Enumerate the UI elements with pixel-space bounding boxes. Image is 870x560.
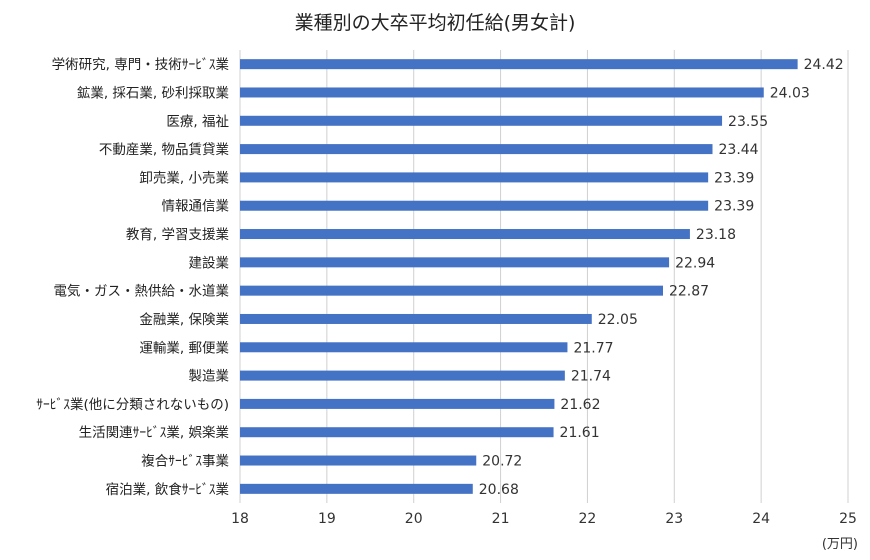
category-label: 教育, 学習支援業: [126, 227, 230, 243]
value-label: 23.18: [696, 227, 736, 243]
category-label: 鉱業, 採石業, 砂利採取業: [77, 85, 230, 101]
x-tick-label: 19: [318, 511, 336, 527]
x-tick-label: 21: [492, 511, 510, 527]
value-label: 22.87: [669, 284, 709, 300]
unit-label: (万円): [822, 537, 858, 552]
value-label: 23.39: [714, 199, 754, 215]
category-label: 学術研究, 専門・技術ｻｰﾋﾞｽ業: [52, 57, 230, 73]
x-axis-ticks: 18 19 20 21 22 23 24 25: [231, 511, 857, 527]
category-label: 建設業: [189, 255, 230, 271]
value-label: 23.55: [728, 114, 768, 130]
category-label: 運輸業, 郵便業: [139, 340, 229, 356]
value-label: 21.62: [560, 397, 600, 413]
bar: [240, 115, 723, 126]
category-label: ｻｰﾋﾞｽ業(他に分類されないもの): [36, 397, 229, 413]
x-tick-label: 18: [231, 511, 249, 527]
bar: [240, 87, 764, 98]
category-label: 情報通信業: [162, 199, 230, 215]
bar: [240, 427, 554, 438]
bar: [240, 370, 565, 381]
x-tick-label: 25: [839, 511, 857, 527]
bar: [240, 144, 713, 155]
value-label: 24.03: [770, 85, 810, 101]
bar: [240, 285, 663, 296]
value-label: 22.05: [598, 312, 638, 328]
category-label: 医療, 福祉: [166, 113, 229, 130]
value-label: 21.77: [573, 340, 613, 356]
value-label: 21.74: [571, 369, 611, 385]
bar: [240, 313, 592, 324]
x-tick-label: 24: [752, 511, 770, 527]
category-label: 金融業, 保険業: [139, 312, 229, 328]
value-label: 20.68: [479, 482, 519, 498]
bar: [240, 398, 555, 409]
category-label: 複合ｻｰﾋﾞｽ事業: [141, 453, 229, 470]
value-label: 21.61: [560, 425, 600, 441]
x-tick-label: 23: [665, 511, 683, 527]
bar: [240, 455, 477, 466]
category-label: 製造業: [189, 369, 230, 385]
bar: [240, 200, 709, 211]
value-label: 22.94: [675, 255, 715, 271]
bar: [240, 59, 798, 70]
category-label: 電気・ガス・熱供給・水道業: [54, 284, 230, 300]
value-label: 20.72: [482, 454, 522, 470]
bar: [240, 172, 709, 183]
chart-title: 業種別の大卒平均初任給(男女計): [294, 12, 576, 34]
bar: [240, 257, 670, 268]
category-label: 生活関連ｻｰﾋﾞｽ業, 娯楽業: [79, 425, 230, 441]
value-label: 23.39: [714, 170, 754, 186]
bars: [240, 59, 798, 494]
bar: [240, 483, 473, 494]
bar: [240, 342, 568, 353]
x-tick-label: 20: [405, 511, 423, 527]
bar: [240, 229, 690, 240]
value-label: 23.44: [719, 142, 759, 158]
category-label: 不動産業, 物品賃貸業: [99, 142, 230, 158]
category-label: 卸売業, 小売業: [139, 170, 229, 186]
category-label: 宿泊業, 飲食ｻｰﾋﾞｽ業: [106, 481, 230, 498]
x-tick-label: 22: [579, 511, 597, 527]
value-label: 24.42: [804, 57, 844, 73]
